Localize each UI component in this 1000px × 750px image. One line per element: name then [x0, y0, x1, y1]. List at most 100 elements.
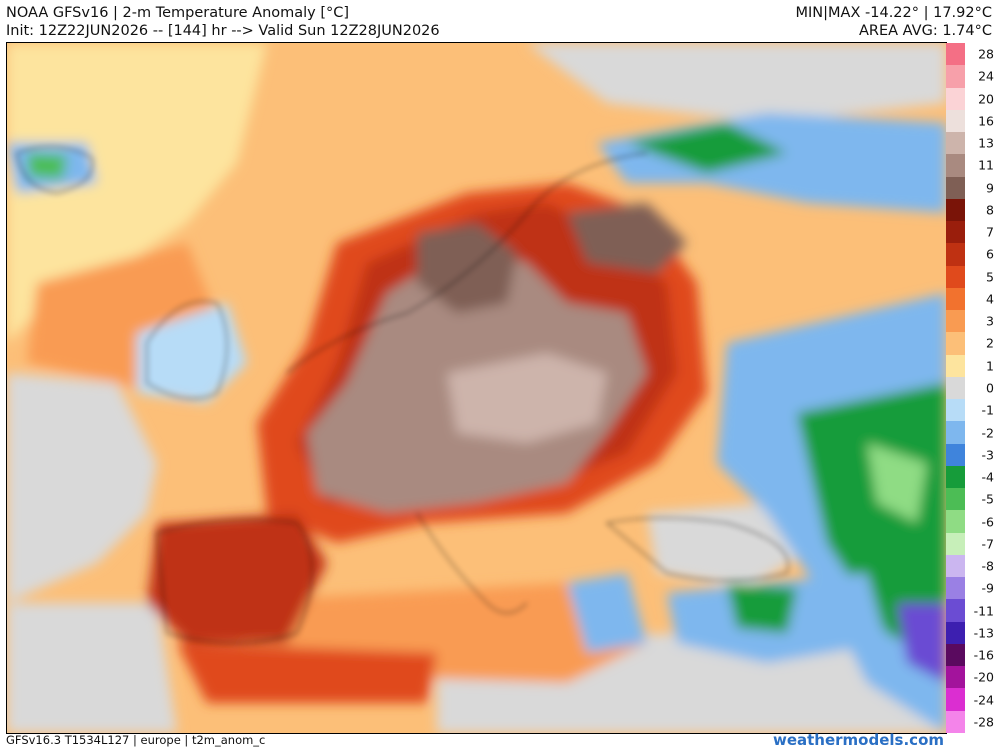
legend-level: 6	[946, 243, 1000, 266]
legend-label: -16	[973, 647, 994, 663]
legend-level: -8	[946, 554, 1000, 578]
model-info-footer: GFSv16.3 T1534L127 | europe | t2m_anom_c	[6, 733, 266, 747]
legend-level: -28	[946, 710, 1000, 733]
legend-label: -13	[973, 625, 994, 641]
kola-cold-core	[627, 123, 787, 173]
legend-label: 20	[978, 91, 994, 107]
legend-swatch	[946, 354, 965, 377]
legend-level: -11	[946, 599, 1000, 622]
legend-level: 24	[946, 65, 1000, 88]
legend-swatch	[946, 376, 965, 400]
legend-label: 13	[978, 135, 994, 151]
legend-label: 6	[986, 246, 994, 262]
legend-level: -2	[946, 421, 1000, 444]
legend-swatch	[946, 109, 965, 133]
legend-swatch	[946, 510, 965, 533]
legend-level: 2	[946, 332, 1000, 355]
brand-link[interactable]: weathermodels.com	[772, 731, 944, 749]
legend-level: -20	[946, 666, 1000, 689]
legend-level: 1	[946, 354, 1000, 377]
atlantic-neutral-southwest	[7, 603, 177, 733]
legend-label: -3	[981, 447, 994, 463]
legend-label: -8	[981, 558, 994, 574]
legend-label: -9	[981, 580, 994, 596]
legend-swatch	[946, 554, 965, 578]
legend-label: 16	[978, 113, 994, 129]
legend-swatch	[946, 287, 965, 311]
legend-label: 9	[986, 180, 994, 196]
legend-swatch	[946, 198, 965, 222]
caucasus-coldest	[897, 603, 946, 683]
finland-extreme-core	[567, 203, 687, 273]
legend-swatch	[946, 332, 965, 355]
atlantic-neutral-west	[7, 373, 157, 603]
temperature-anomaly-map	[6, 42, 947, 734]
greece-cool-area	[567, 573, 647, 653]
legend-label: 7	[986, 224, 994, 240]
legend-swatch	[946, 688, 965, 711]
legend-level: 8	[946, 198, 1000, 222]
legend-level: 5	[946, 265, 1000, 288]
legend-level: 11	[946, 154, 1000, 177]
anomaly-field	[7, 43, 946, 733]
legend-label: 28	[978, 46, 994, 62]
legend-label: -2	[981, 425, 994, 440]
russia-cold-inner	[867, 443, 927, 523]
legend-level: 0	[946, 376, 1000, 400]
coastlines	[16, 145, 789, 644]
legend-swatch	[946, 221, 965, 244]
iberia-heat	[147, 513, 327, 643]
legend-level: -1	[946, 399, 1000, 422]
area-average-readout: AREA AVG: 1.74°C	[859, 23, 992, 39]
legend-level: 7	[946, 221, 1000, 244]
legend-label: 8	[986, 202, 994, 218]
color-scale-legend: 28 24 20 16 13 11 9 8 7 6 5 4 3 2 1 0 -1 -2 -3 -4 -5 -6 -7 -8 -9…	[946, 43, 1000, 733]
legend-label: -1	[981, 402, 994, 418]
arctic-neutral	[527, 43, 946, 123]
legend-swatch	[946, 666, 965, 689]
legend-level: 13	[946, 132, 1000, 155]
legend-swatch	[946, 243, 965, 266]
legend-label: -5	[981, 491, 994, 507]
legend-level: -7	[946, 532, 1000, 555]
legend-label: 2	[986, 335, 994, 351]
legend-level: -4	[946, 465, 1000, 489]
legend-label: -28	[973, 714, 994, 730]
legend-label: -24	[973, 692, 994, 708]
legend-label: -20	[973, 669, 994, 685]
legend-level: 3	[946, 310, 1000, 333]
legend-swatch	[946, 421, 965, 444]
legend-swatch	[946, 399, 965, 422]
legend-level: 20	[946, 87, 1000, 110]
poland-extreme-center	[447, 353, 607, 443]
legend-label: 11	[978, 157, 994, 173]
legend-swatch	[946, 643, 965, 667]
russia-cold-core	[797, 383, 946, 663]
north-africa-coast-heat	[177, 643, 437, 703]
iceland-cold-core	[27, 153, 67, 179]
legend-label: 3	[986, 313, 994, 329]
legend-level: -3	[946, 443, 1000, 466]
legend-level: -9	[946, 577, 1000, 600]
init-valid-line: Init: 12Z22JUN2026 -- [144] hr --> Valid…	[6, 23, 440, 39]
legend-level: 16	[946, 109, 1000, 133]
legend-swatch	[946, 176, 965, 199]
legend-level: 28	[946, 43, 1000, 66]
min-max-readout: MIN|MAX -14.22° | 17.92°C	[795, 5, 992, 21]
legend-swatch	[946, 265, 965, 288]
legend-swatch	[946, 87, 965, 110]
legend-level: -13	[946, 621, 1000, 644]
legend-swatch	[946, 488, 965, 511]
legend-level: 4	[946, 287, 1000, 311]
legend-swatch	[946, 65, 965, 88]
map-title: NOAA GFSv16 | 2-m Temperature Anomaly [°…	[6, 5, 350, 21]
legend-swatch	[946, 154, 965, 177]
legend-label: 4	[986, 291, 994, 307]
legend-swatch	[946, 621, 965, 644]
legend-label: -11	[973, 603, 994, 619]
legend-swatch	[946, 465, 965, 489]
legend-label: 1	[986, 358, 994, 374]
legend-level: -5	[946, 488, 1000, 511]
legend-label: -4	[981, 469, 994, 485]
legend-level: 9	[946, 176, 1000, 199]
